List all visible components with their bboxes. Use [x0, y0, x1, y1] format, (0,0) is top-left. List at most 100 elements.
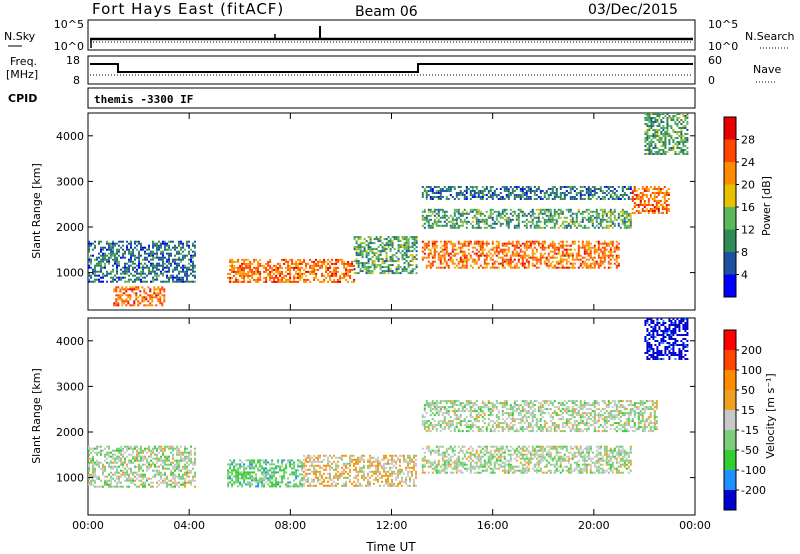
range-cell	[569, 186, 572, 188]
freq-left-tick-bottom: 8	[73, 74, 80, 87]
range-cell	[194, 274, 196, 277]
range-cell	[166, 244, 168, 247]
range-cell	[359, 236, 362, 239]
range-cell	[355, 260, 358, 263]
range-cell	[453, 252, 456, 255]
range-cell	[375, 258, 378, 261]
range-cell	[589, 214, 592, 217]
range-cell	[515, 242, 518, 245]
range-cell	[98, 264, 100, 267]
scatter-region	[631, 186, 670, 214]
range-cell	[455, 222, 458, 225]
colorbar-segment	[724, 252, 736, 275]
range-cell	[625, 220, 628, 223]
range-cell	[131, 304, 134, 307]
range-cell	[309, 468, 311, 471]
range-cell	[593, 256, 596, 259]
range-cell	[339, 472, 341, 475]
range-cell	[180, 246, 182, 249]
range-cell	[353, 468, 355, 471]
range-cell	[561, 222, 564, 225]
range-cell	[307, 476, 309, 479]
range-cell	[174, 260, 176, 263]
range-cell	[303, 478, 305, 481]
range-cell	[682, 151, 685, 153]
range-cell	[565, 240, 568, 243]
range-cell	[686, 153, 689, 155]
range-cell	[253, 459, 256, 462]
range-cell	[535, 216, 538, 219]
range-cell	[525, 240, 528, 243]
range-cell	[587, 244, 590, 247]
range-cell	[529, 224, 532, 227]
range-cell	[650, 153, 653, 155]
range-cell	[443, 216, 446, 219]
range-cell	[645, 194, 648, 196]
range-cell	[154, 473, 156, 476]
range-cell	[150, 463, 152, 466]
range-cell	[233, 475, 236, 478]
range-cell	[686, 121, 689, 123]
range-cell	[501, 198, 504, 200]
range-cell	[116, 260, 118, 263]
range-cell	[106, 240, 108, 243]
range-cell	[589, 220, 592, 223]
range-cell	[525, 246, 528, 249]
range-cell	[176, 447, 178, 450]
range-cell	[405, 246, 408, 249]
range-cell	[603, 186, 606, 188]
range-cell	[287, 461, 290, 464]
range-cell	[625, 188, 628, 190]
range-cell	[178, 252, 180, 255]
range-cell	[359, 458, 361, 461]
range-cell	[227, 473, 230, 476]
range-cell	[597, 248, 600, 251]
range-cell	[559, 260, 562, 263]
range-cell	[499, 248, 502, 251]
range-cell	[495, 194, 498, 196]
range-cell	[541, 248, 544, 251]
range-cell	[449, 220, 452, 223]
range-cell	[149, 302, 152, 305]
range-cell	[287, 483, 290, 486]
range-cell	[429, 252, 432, 255]
range-cell	[98, 475, 100, 478]
range-cell	[146, 258, 148, 261]
range-cell	[650, 113, 653, 115]
range-cell	[489, 194, 492, 196]
range-cell	[587, 198, 590, 200]
range-cell	[603, 252, 606, 255]
range-cell	[263, 475, 266, 478]
range-cell	[559, 240, 562, 243]
range-cell	[597, 266, 600, 269]
range-cell	[644, 133, 647, 135]
range-cell	[437, 210, 440, 213]
range-cell	[333, 266, 336, 269]
scatter-region	[421, 208, 632, 229]
range-cell	[102, 280, 104, 283]
range-cell	[287, 262, 290, 265]
range-cell	[138, 256, 140, 259]
range-cell	[433, 242, 436, 245]
range-cell	[403, 236, 406, 239]
range-cell	[160, 447, 162, 450]
range-cell	[678, 127, 681, 129]
range-cell	[231, 471, 234, 474]
range-cell	[589, 264, 592, 267]
range-cell	[182, 453, 184, 456]
range-cell	[451, 216, 454, 219]
range-cell	[585, 208, 588, 211]
range-cell	[423, 246, 426, 249]
range-cell	[617, 216, 620, 219]
range-cell	[535, 258, 538, 261]
range-cell	[104, 459, 106, 462]
range-cell	[166, 280, 168, 283]
range-cell	[517, 222, 520, 225]
range-cell	[331, 482, 333, 485]
range-cell	[666, 125, 669, 127]
range-cell	[257, 459, 260, 462]
range-cell	[192, 268, 194, 271]
range-cell	[321, 262, 324, 265]
range-cell	[335, 280, 338, 283]
range-cell	[643, 188, 646, 190]
